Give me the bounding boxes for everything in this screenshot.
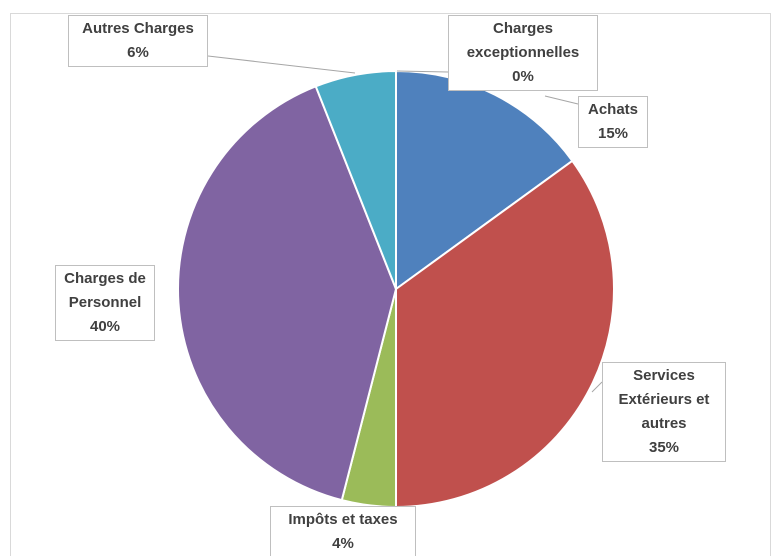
data-label: Services Extérieurs et autres 35%	[602, 362, 726, 462]
data-label: Impôts et taxes 4%	[270, 506, 416, 556]
label-name: Charges de Personnel	[64, 270, 146, 311]
label-value: 6%	[127, 44, 149, 61]
chart-frame	[10, 13, 771, 556]
data-label: Charges de Personnel 40%	[55, 265, 155, 341]
leader-line	[396, 70, 449, 73]
label-value: 15%	[597, 125, 629, 142]
label-value: 40%	[89, 318, 121, 335]
label-value: 35%	[648, 439, 680, 456]
label-name: Charges exceptionnelles	[466, 20, 580, 61]
data-label: Autres Charges 6%	[68, 15, 208, 67]
leader-lines	[207, 55, 603, 393]
data-label: Charges exceptionnelles 0%	[448, 15, 598, 91]
pie-slice	[395, 159, 615, 509]
pie-slice	[395, 69, 574, 291]
label-value: 4%	[332, 535, 354, 552]
label-name: Autres Charges	[82, 20, 194, 37]
pie-slice	[177, 85, 398, 502]
leader-line	[207, 55, 356, 74]
label-name: Services Extérieurs et autres	[618, 367, 710, 432]
pie	[177, 69, 615, 509]
label-name: Impôts et taxes	[288, 511, 398, 528]
leader-line	[544, 95, 579, 105]
data-label: Achats 15%	[578, 96, 648, 148]
label-value: 0%	[512, 68, 534, 85]
label-name: Achats	[587, 101, 639, 118]
leader-line	[591, 381, 603, 393]
